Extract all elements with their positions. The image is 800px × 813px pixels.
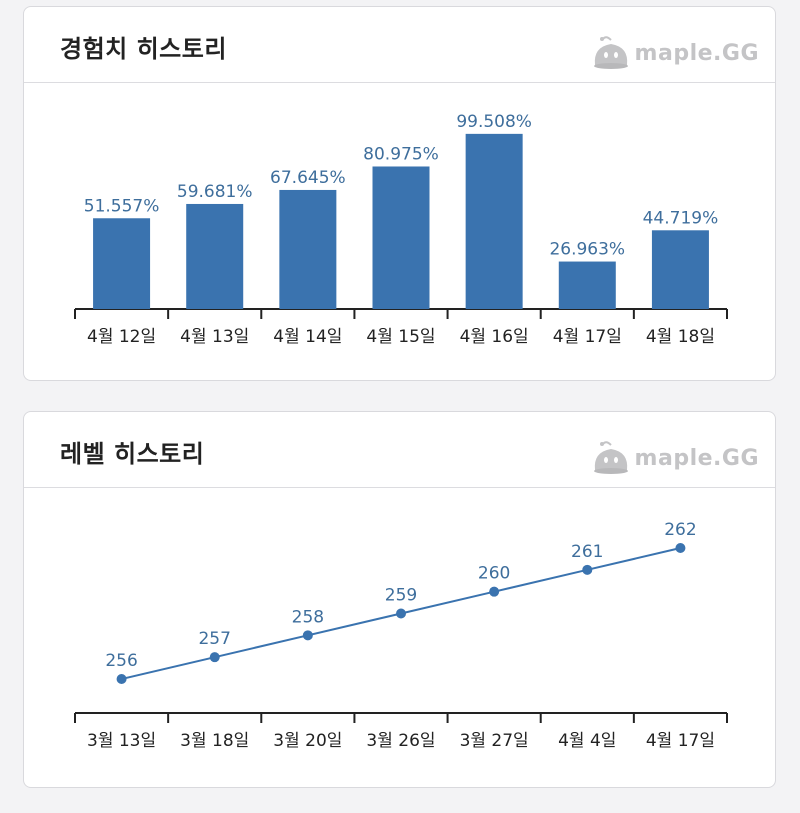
point-value-label: 257 xyxy=(198,629,230,649)
x-tick-label: 4월 14일 xyxy=(273,327,342,347)
x-tick-label: 3월 20일 xyxy=(273,731,342,751)
bar xyxy=(279,189,337,309)
x-tick-label: 4월 18일 xyxy=(646,327,715,347)
x-tick-label: 4월 13일 xyxy=(180,327,249,347)
level-line-chart: 3월 13일 3월 18일 3월 20일 3월 26일 3월 27일 4월 4일 4월 17… xyxy=(74,520,728,751)
bar-value-label: 80.975% xyxy=(363,144,439,164)
point-value-label: 256 xyxy=(105,651,137,671)
data-point xyxy=(209,652,220,663)
exp-card-title: 경험치 히스토리 xyxy=(60,35,227,63)
brand-text: maple.GG xyxy=(634,445,759,471)
data-point xyxy=(302,630,313,641)
data-point xyxy=(582,564,593,575)
point-value-label: 259 xyxy=(385,586,417,606)
bar-value-label: 67.645% xyxy=(270,168,346,188)
point-value-label: 260 xyxy=(478,564,510,584)
exp-history-card: 경험치 히스토리 maple.GG 4월 12일 4월 13일 4월 14일 4월 1… xyxy=(23,6,776,381)
x-tick-label: 3월 26일 xyxy=(366,731,435,751)
x-tick-label: 3월 13일 xyxy=(87,731,156,751)
x-tick-label: 4월 17일 xyxy=(646,731,715,751)
exp-bar-chart: 4월 12일 4월 13일 4월 14일 4월 15일 4월 16일 4월 17일 4월 1… xyxy=(74,112,728,347)
bar-value-label: 99.508% xyxy=(456,112,532,132)
slime-icon xyxy=(593,441,628,474)
level-history-card: 레벨 히스토리 maple.GG 3월 13일 3월 18일 3월 20일 3월 26… xyxy=(23,411,776,788)
data-point xyxy=(396,608,406,619)
bar xyxy=(558,261,616,309)
exp-card-header: 경험치 히스토리 maple.GG xyxy=(24,7,775,83)
x-tick-label: 4월 17일 xyxy=(553,327,622,347)
brand-logo: maple.GG xyxy=(591,440,759,476)
slime-icon xyxy=(593,36,628,69)
bar-value-label: 26.963% xyxy=(549,240,625,260)
point-value-label: 261 xyxy=(571,542,603,562)
bar xyxy=(651,230,709,309)
bar xyxy=(465,133,523,309)
bar xyxy=(186,203,244,309)
bar-value-label: 59.681% xyxy=(177,182,253,202)
data-point xyxy=(675,543,686,553)
x-tick-label: 4월 4일 xyxy=(558,731,616,751)
brand-text: maple.GG xyxy=(634,40,759,66)
bar xyxy=(93,218,151,309)
level-card-header: 레벨 히스토리 maple.GG xyxy=(24,412,775,488)
bar-value-label: 51.557% xyxy=(84,196,160,216)
x-tick-label: 4월 12일 xyxy=(87,327,156,347)
data-point xyxy=(116,674,127,684)
level-card-title: 레벨 히스토리 xyxy=(60,440,205,468)
x-tick-label: 3월 18일 xyxy=(180,731,249,751)
data-point xyxy=(489,586,500,597)
bar xyxy=(372,166,430,309)
point-value-label: 258 xyxy=(292,607,324,627)
point-value-label: 262 xyxy=(664,520,696,540)
x-tick-label: 3월 27일 xyxy=(460,731,529,751)
bar-value-label: 44.719% xyxy=(643,208,719,228)
brand-logo: maple.GG xyxy=(591,35,759,71)
x-tick-label: 4월 15일 xyxy=(366,327,435,347)
x-tick-label: 4월 16일 xyxy=(460,327,529,347)
